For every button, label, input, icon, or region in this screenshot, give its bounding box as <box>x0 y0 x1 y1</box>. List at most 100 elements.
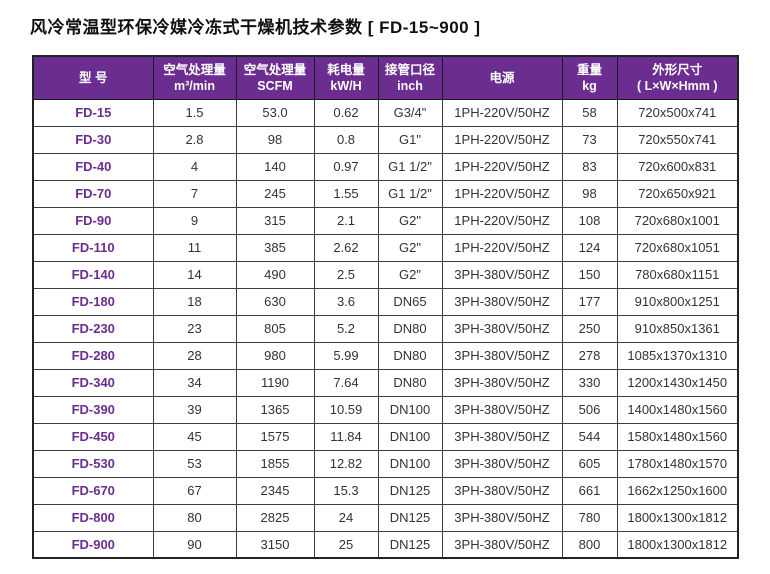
cell-weight: 330 <box>561 368 618 397</box>
cell-power: 2.5 <box>313 260 379 289</box>
col-header-supply: 电源 <box>441 55 563 100</box>
cell-power: 11.84 <box>313 422 379 451</box>
cell-weight: 58 <box>561 98 618 127</box>
table-row: FD-340 34 1190 7.64 DN80 3PH-380V/50HZ 330 1200… <box>32 368 739 397</box>
col-header-airflow-m3: 空气处理量 m³/min <box>152 55 237 100</box>
cell-power: 7.64 <box>313 368 379 397</box>
cell-model: FD-450 <box>32 422 154 451</box>
cell-airflow-scfm: 2825 <box>235 503 315 532</box>
cell-dims: 1800x1300x1812 <box>616 503 739 532</box>
cell-model: FD-110 <box>32 233 154 262</box>
col-header-model: 型 号 <box>32 55 154 100</box>
cell-pipe: DN80 <box>377 368 443 397</box>
table-row: FD-140 14 490 2.5 G2" 3PH-380V/50HZ 150 780x680… <box>32 260 739 289</box>
cell-dims: 1200x1430x1450 <box>616 368 739 397</box>
cell-weight: 605 <box>561 449 618 478</box>
cell-weight: 506 <box>561 395 618 424</box>
cell-model: FD-670 <box>32 476 154 505</box>
cell-power: 5.99 <box>313 341 379 370</box>
cell-dims: 780x680x1151 <box>616 260 739 289</box>
cell-pipe: G3/4" <box>377 98 443 127</box>
cell-airflow-m3: 9 <box>152 206 237 235</box>
table-row: FD-110 11 385 2.62 G2" 1PH-220V/50HZ 124 720x68… <box>32 233 739 262</box>
cell-supply: 3PH-380V/50HZ <box>441 341 563 370</box>
page-title: 风冷常温型环保冷媒冷冻式干燥机技术参数 [ FD-15~900 ] <box>30 18 481 37</box>
cell-weight: 124 <box>561 233 618 262</box>
cell-airflow-m3: 11 <box>152 233 237 262</box>
cell-weight: 250 <box>561 314 618 343</box>
cell-model: FD-90 <box>32 206 154 235</box>
col-header-weight: 重量 kg <box>561 55 618 100</box>
cell-pipe: DN125 <box>377 476 443 505</box>
cell-airflow-m3: 7 <box>152 179 237 208</box>
cell-airflow-scfm: 245 <box>235 179 315 208</box>
cell-dims: 910x800x1251 <box>616 287 739 316</box>
cell-airflow-scfm: 630 <box>235 287 315 316</box>
cell-weight: 780 <box>561 503 618 532</box>
spec-table: 型 号 空气处理量 m³/min 空气处理量 SCFM 耗电量 kW/H 接管口… <box>32 55 739 559</box>
cell-airflow-m3: 1.5 <box>152 98 237 127</box>
cell-airflow-m3: 80 <box>152 503 237 532</box>
cell-pipe: DN80 <box>377 314 443 343</box>
cell-model: FD-15 <box>32 98 154 127</box>
table-row: FD-70 7 245 1.55 G1 1/2" 1PH-220V/50HZ 98 720x6… <box>32 179 739 208</box>
cell-pipe: G1" <box>377 125 443 154</box>
cell-supply: 3PH-380V/50HZ <box>441 449 563 478</box>
cell-airflow-scfm: 385 <box>235 233 315 262</box>
spec-table-header: 型 号 空气处理量 m³/min 空气处理量 SCFM 耗电量 kW/H 接管口… <box>32 55 739 100</box>
cell-airflow-m3: 67 <box>152 476 237 505</box>
cell-pipe: G2" <box>377 206 443 235</box>
col-header-pipe: 接管口径 inch <box>377 55 443 100</box>
cell-power: 2.1 <box>313 206 379 235</box>
cell-supply: 1PH-220V/50HZ <box>441 233 563 262</box>
cell-airflow-m3: 4 <box>152 152 237 181</box>
cell-airflow-scfm: 980 <box>235 341 315 370</box>
cell-dims: 1800x1300x1812 <box>616 530 739 559</box>
cell-weight: 98 <box>561 179 618 208</box>
cell-supply: 1PH-220V/50HZ <box>441 152 563 181</box>
cell-power: 24 <box>313 503 379 532</box>
cell-airflow-scfm: 315 <box>235 206 315 235</box>
cell-airflow-scfm: 1365 <box>235 395 315 424</box>
cell-pipe: DN125 <box>377 530 443 559</box>
cell-pipe: DN80 <box>377 341 443 370</box>
cell-weight: 83 <box>561 152 618 181</box>
cell-dims: 1662x1250x1600 <box>616 476 739 505</box>
cell-supply: 3PH-380V/50HZ <box>441 287 563 316</box>
cell-airflow-m3: 90 <box>152 530 237 559</box>
cell-power: 0.8 <box>313 125 379 154</box>
cell-model: FD-230 <box>32 314 154 343</box>
cell-supply: 1PH-220V/50HZ <box>441 125 563 154</box>
cell-supply: 1PH-220V/50HZ <box>441 98 563 127</box>
table-row: FD-15 1.5 53.0 0.62 G3/4" 1PH-220V/50HZ 58 720x… <box>32 98 739 127</box>
cell-dims: 720x500x741 <box>616 98 739 127</box>
cell-power: 3.6 <box>313 287 379 316</box>
cell-airflow-m3: 45 <box>152 422 237 451</box>
col-header-dims: 外形尺寸 ( L×W×Hmm ) <box>616 55 739 100</box>
cell-power: 12.82 <box>313 449 379 478</box>
cell-dims: 720x600x831 <box>616 152 739 181</box>
cell-airflow-scfm: 1190 <box>235 368 315 397</box>
cell-model: FD-340 <box>32 368 154 397</box>
cell-pipe: G1 1/2" <box>377 179 443 208</box>
cell-airflow-scfm: 140 <box>235 152 315 181</box>
cell-airflow-scfm: 3150 <box>235 530 315 559</box>
cell-dims: 720x680x1051 <box>616 233 739 262</box>
cell-supply: 3PH-380V/50HZ <box>441 260 563 289</box>
cell-pipe: DN65 <box>377 287 443 316</box>
table-row: FD-180 18 630 3.6 DN65 3PH-380V/50HZ 177 910x80… <box>32 287 739 316</box>
cell-power: 2.62 <box>313 233 379 262</box>
cell-dims: 910x850x1361 <box>616 314 739 343</box>
cell-model: FD-530 <box>32 449 154 478</box>
cell-airflow-m3: 39 <box>152 395 237 424</box>
cell-weight: 800 <box>561 530 618 559</box>
cell-power: 10.59 <box>313 395 379 424</box>
cell-supply: 3PH-380V/50HZ <box>441 368 563 397</box>
cell-model: FD-140 <box>32 260 154 289</box>
cell-power: 25 <box>313 530 379 559</box>
cell-dims: 1400x1480x1560 <box>616 395 739 424</box>
cell-airflow-m3: 34 <box>152 368 237 397</box>
cell-airflow-m3: 18 <box>152 287 237 316</box>
cell-airflow-scfm: 98 <box>235 125 315 154</box>
